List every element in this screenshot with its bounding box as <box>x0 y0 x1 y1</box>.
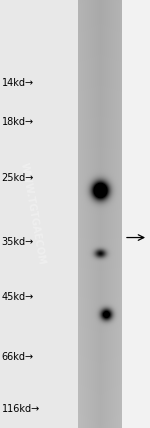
Text: 14kd→: 14kd→ <box>2 78 34 89</box>
Text: 35kd→: 35kd→ <box>2 237 34 247</box>
Text: 18kd→: 18kd→ <box>2 117 34 127</box>
Text: 25kd→: 25kd→ <box>2 172 34 183</box>
Text: WWW.TGTGAECOM: WWW.TGTGAECOM <box>19 162 47 266</box>
Text: 66kd→: 66kd→ <box>2 352 34 363</box>
Text: 45kd→: 45kd→ <box>2 292 34 303</box>
Text: 116kd→: 116kd→ <box>2 404 40 414</box>
